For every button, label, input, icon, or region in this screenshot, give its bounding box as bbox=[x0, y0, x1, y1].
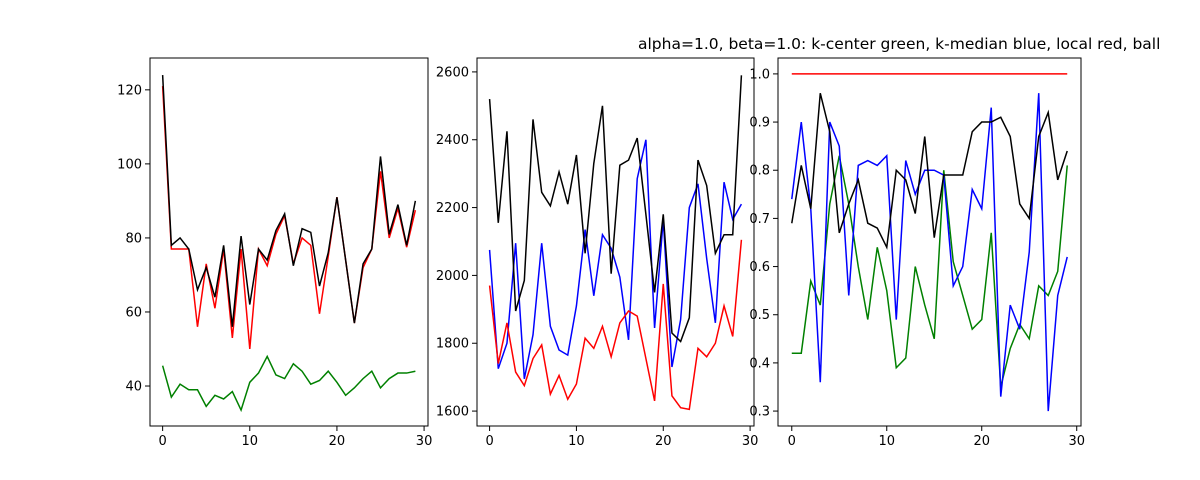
y-tick-label: 0.4 bbox=[749, 356, 770, 371]
y-tick-label: 0.9 bbox=[749, 116, 770, 131]
y-tick-label: 0.7 bbox=[749, 212, 770, 227]
y-tick-label: 120 bbox=[117, 83, 142, 98]
x-tick-label: 10 bbox=[878, 434, 895, 449]
series-line bbox=[791, 93, 1068, 412]
y-tick-label: 2600 bbox=[436, 65, 469, 80]
series-line bbox=[161, 74, 417, 327]
x-tick-label: 30 bbox=[416, 434, 433, 449]
axes-frame bbox=[777, 57, 1082, 427]
x-tick-label: 10 bbox=[242, 434, 259, 449]
y-tick-label: 2400 bbox=[436, 133, 469, 148]
y-tick-label: 2200 bbox=[436, 201, 469, 216]
y-tick-label: 1600 bbox=[436, 405, 469, 420]
x-tick-label: 0 bbox=[788, 434, 796, 449]
y-tick-label: 0.8 bbox=[749, 164, 770, 179]
x-tick-label: 20 bbox=[973, 434, 990, 449]
axes-frame bbox=[149, 57, 429, 427]
y-tick-label: 0.6 bbox=[749, 260, 770, 275]
y-tick-label: 80 bbox=[125, 231, 142, 246]
x-tick-label: 20 bbox=[329, 434, 346, 449]
axes-frame bbox=[476, 57, 755, 427]
y-tick-label: 60 bbox=[125, 305, 142, 320]
series-line bbox=[488, 75, 743, 343]
series-line bbox=[161, 86, 417, 350]
series-line bbox=[161, 354, 416, 413]
chart-title: alpha=1.0, beta=1.0: k-center green, k-m… bbox=[638, 35, 1160, 53]
y-tick-label: 40 bbox=[125, 380, 142, 395]
x-tick-label: 20 bbox=[655, 434, 672, 449]
series-line bbox=[791, 92, 1068, 250]
x-tick-label: 0 bbox=[158, 434, 166, 449]
y-tick-label: 2000 bbox=[436, 269, 469, 284]
y-tick-label: 0.5 bbox=[749, 308, 770, 323]
x-tick-label: 0 bbox=[485, 434, 493, 449]
series-line bbox=[488, 239, 743, 411]
y-tick-label: 0.3 bbox=[749, 405, 770, 420]
series-line bbox=[791, 155, 1068, 388]
y-tick-label: 1800 bbox=[436, 337, 469, 352]
y-tick-label: 100 bbox=[117, 157, 142, 172]
series-line bbox=[488, 139, 743, 380]
y-tick-label: 1.0 bbox=[749, 67, 770, 82]
x-tick-label: 30 bbox=[1068, 434, 1085, 449]
x-tick-label: 10 bbox=[568, 434, 585, 449]
x-tick-label: 30 bbox=[742, 434, 759, 449]
